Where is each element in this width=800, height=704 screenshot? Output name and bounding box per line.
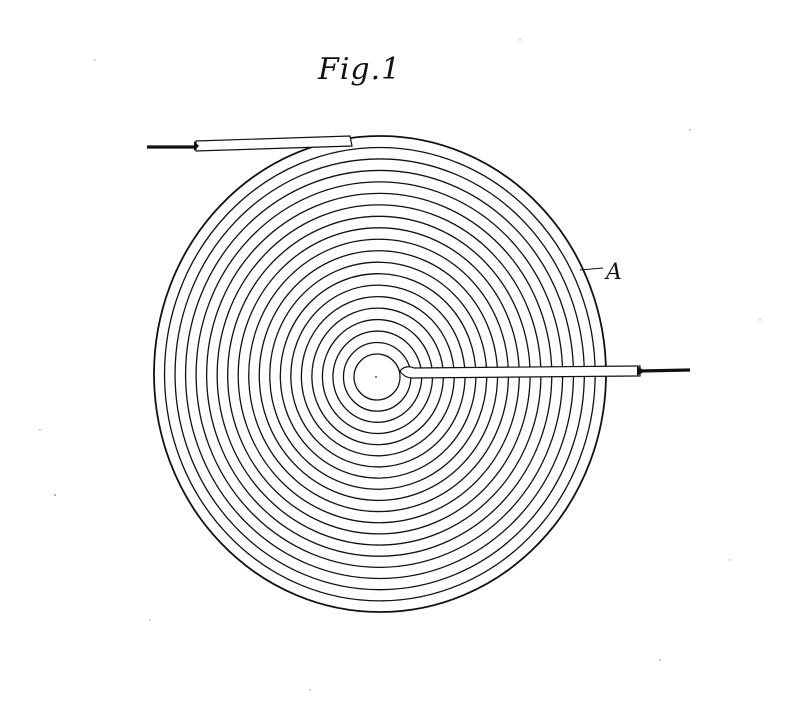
center-dot [375,376,377,378]
label-leader-line [579,267,604,271]
outer-lead-wire [147,135,353,152]
label-a: A [604,260,622,285]
coil-turn [353,353,401,401]
inner-lead-wire [399,365,691,379]
paper-specks [39,39,761,691]
figure-title: Fig.1 [318,52,402,87]
